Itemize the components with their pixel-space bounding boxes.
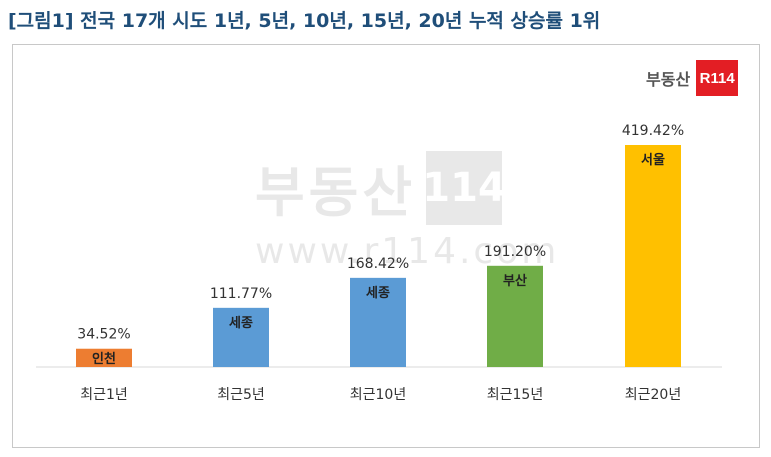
bar-1 — [76, 348, 132, 367]
category-label-1: 최근1년 — [80, 387, 128, 403]
category-label-2: 최근5년 — [217, 387, 265, 403]
bar-2 — [213, 307, 269, 367]
bar-5 — [625, 145, 681, 367]
region-label-4: 부산 — [503, 273, 527, 289]
value-label-5: 419.42% — [622, 123, 684, 139]
bar-3 — [350, 277, 406, 367]
region-label-1: 인천 — [92, 351, 116, 367]
value-label-4: 191.20% — [484, 244, 546, 260]
bar-4 — [487, 265, 543, 367]
value-label-2: 111.77% — [210, 286, 272, 302]
category-label-5: 최근20년 — [625, 387, 681, 403]
value-label-3: 168.42% — [347, 256, 409, 272]
logo-badge: R114 — [696, 60, 739, 96]
category-label-4: 최근15년 — [487, 387, 543, 403]
category-label-3: 최근10년 — [350, 387, 406, 403]
chart-frame — [12, 44, 760, 448]
region-label-2: 세종 — [229, 316, 253, 331]
region-label-5: 서울 — [641, 152, 665, 168]
region-label-3: 세종 — [366, 286, 390, 301]
logo-text: 부동산 — [646, 70, 691, 89]
value-label-1: 34.52% — [77, 327, 130, 343]
page-title: [그림1] 전국 17개 시도 1년, 5년, 10년, 15년, 20년 누적… — [8, 10, 601, 32]
brand-logo: 부동산 R114 — [646, 60, 739, 96]
